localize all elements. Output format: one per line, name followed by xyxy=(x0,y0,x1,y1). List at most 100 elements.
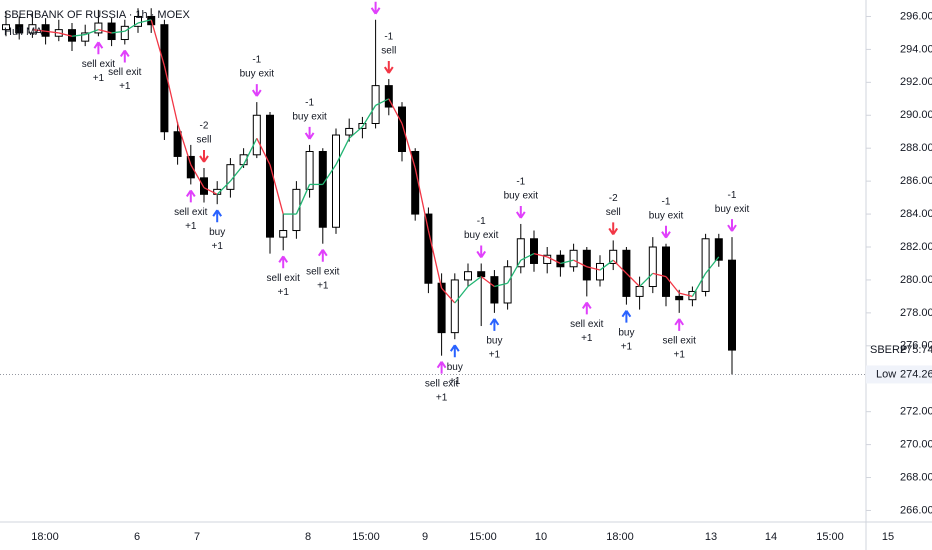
x-tick-label: 9 xyxy=(422,531,428,543)
signal-label: buy xyxy=(486,336,502,347)
candle-body xyxy=(371,85,380,125)
signal-arrow xyxy=(212,209,223,223)
low-value-badge xyxy=(898,365,932,384)
candle-body xyxy=(530,238,538,264)
signal-label: buy exit xyxy=(292,112,327,123)
signal-label: buy exit xyxy=(649,210,684,221)
hull-ma-segment xyxy=(546,256,561,265)
signal-arrow xyxy=(674,318,685,331)
hull-ma-segment xyxy=(176,123,192,165)
signal-arrow xyxy=(449,344,460,358)
y-tick-label: 286.00 xyxy=(900,175,932,187)
candle-body xyxy=(200,177,208,195)
y-tick-label: 266.00 xyxy=(900,504,932,516)
y-tick-label: 296.00 xyxy=(900,10,932,22)
hull-ma-segment xyxy=(427,230,443,289)
candle-body xyxy=(134,15,142,27)
candle-body xyxy=(107,22,116,41)
hull-ma-segment xyxy=(58,32,73,37)
candle-body xyxy=(609,249,618,264)
signal-qty: -1 xyxy=(662,196,671,207)
signal-arrow xyxy=(621,310,632,323)
candle-body xyxy=(516,238,525,268)
hull-ma-segment xyxy=(599,259,614,271)
signal-arrow xyxy=(727,219,737,232)
signal-label: sell xyxy=(196,135,211,146)
signal-arrow xyxy=(489,318,500,331)
candle-body xyxy=(675,295,684,301)
candle-body xyxy=(305,150,314,190)
signal-arrow xyxy=(278,255,289,269)
hull-ma-segment xyxy=(705,256,720,274)
signal-qty: -1 xyxy=(252,55,261,66)
candle-body xyxy=(94,22,103,34)
hull-ma-segment xyxy=(150,19,166,67)
signal-qty: +1 xyxy=(93,73,105,84)
candle-body xyxy=(464,271,472,281)
y-tick-label: 270.00 xyxy=(900,439,932,451)
signal-label: sell exit xyxy=(108,67,142,78)
signal-arrow xyxy=(515,205,526,219)
x-tick-label: 15:00 xyxy=(816,531,844,543)
signal-arrow xyxy=(317,249,328,262)
x-tick-label: 13 xyxy=(705,531,717,543)
signal-arrow xyxy=(383,61,394,74)
hull-ma-segment xyxy=(560,259,574,265)
hull-ma-segment xyxy=(652,272,667,278)
candle-body xyxy=(186,155,195,179)
candle-body xyxy=(2,24,10,31)
candle-body xyxy=(292,188,301,232)
signal-label: buy exit xyxy=(504,191,539,202)
candle-body xyxy=(252,114,261,156)
hull-ma-segment xyxy=(507,259,522,284)
signal-arrow xyxy=(581,301,592,315)
hull-ma-segment xyxy=(401,123,416,169)
signal-arrow xyxy=(436,361,447,374)
hull-ma-segment xyxy=(612,259,627,274)
hull-ma-segment xyxy=(348,126,363,139)
hull-ma-segment xyxy=(71,33,86,37)
hull-ma-segment xyxy=(691,273,707,297)
candle-body xyxy=(450,279,459,334)
signal-qty: +1 xyxy=(673,350,685,361)
candle-body xyxy=(332,134,340,228)
candle-body xyxy=(15,24,24,34)
signal-label: sell exit xyxy=(425,378,459,389)
hull-ma-segment xyxy=(533,252,548,258)
candle-body xyxy=(398,106,406,152)
signal-label: sell exit xyxy=(306,266,340,277)
signal-arrow xyxy=(199,149,209,163)
x-tick-label: 18:00 xyxy=(606,531,634,543)
y-tick-label: 294.00 xyxy=(900,43,932,55)
hull-ma-segment xyxy=(32,28,46,32)
signal-qty: +1 xyxy=(449,376,461,387)
signal-label: buy exit xyxy=(715,204,750,215)
x-tick-label: 15 xyxy=(882,531,894,543)
hull-ma-segment xyxy=(203,187,218,195)
hull-ma-segment xyxy=(243,138,258,165)
candle-body xyxy=(318,150,327,228)
hull-ma-segment xyxy=(454,286,469,304)
signal-qty: -2 xyxy=(200,121,209,132)
signal-label: buy xyxy=(447,362,463,373)
indicator-name: Hull MA xyxy=(4,26,43,38)
y-tick-label: 290.00 xyxy=(900,109,932,121)
signal-label: sell exit xyxy=(174,207,208,218)
signal-label: sell exit xyxy=(570,319,604,330)
x-tick-label: 18:00 xyxy=(31,531,59,543)
signal-label: sell xyxy=(381,46,396,57)
signal-arrow xyxy=(119,49,130,63)
hull-ma-segment xyxy=(361,105,377,128)
hull-ma-segment xyxy=(586,266,601,271)
hull-ma-segment xyxy=(216,180,231,195)
candle-body xyxy=(226,164,235,190)
y-tick-label: 268.00 xyxy=(900,471,932,483)
hull-ma-segment xyxy=(573,259,588,268)
candle-body xyxy=(569,249,578,268)
y-tick-label: 278.00 xyxy=(900,307,932,319)
signal-qty: +1 xyxy=(581,333,593,344)
hull-ma-segment xyxy=(322,164,337,185)
hull-ma-segment xyxy=(639,272,654,287)
candle-body xyxy=(384,85,393,108)
